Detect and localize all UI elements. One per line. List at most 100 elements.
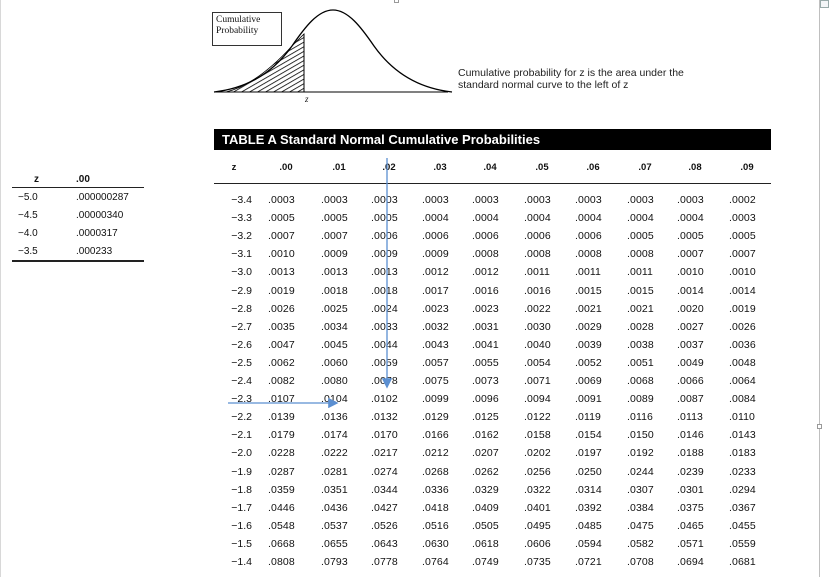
main-table-value-cell: .0003 [371, 194, 398, 206]
main-table-value-cell: .0005 [677, 230, 704, 242]
main-table-z-cell: −2.9 [231, 285, 252, 297]
main-table-value-cell: .0582 [627, 538, 654, 550]
main-table-col-header: .05 [535, 162, 549, 173]
main-table-value-cell: .0004 [677, 212, 704, 224]
main-table-value-cell: .0023 [422, 303, 449, 315]
main-table-value-cell: .0004 [575, 212, 602, 224]
main-table-z-cell: −2.0 [231, 447, 252, 459]
main-table-value-cell: .0158 [524, 429, 551, 441]
main-table-value-cell: .0274 [371, 466, 398, 478]
main-table-value-cell: .0132 [371, 411, 398, 423]
main-table-value-cell: .0162 [472, 429, 499, 441]
main-table-value-cell: .0113 [677, 411, 703, 423]
main-table-value-cell: .0013 [268, 266, 295, 278]
main-table-value-cell: .0475 [627, 520, 654, 532]
main-table-value-cell: .0096 [472, 393, 499, 405]
main-table-value-cell: .0537 [321, 520, 348, 532]
main-table-value-cell: .0008 [472, 248, 499, 260]
main-table-value-cell: .0054 [524, 357, 551, 369]
main-table-value-cell: .0016 [524, 285, 551, 297]
main-table-value-cell: .0006 [575, 230, 602, 242]
small-table-header-z: z [34, 174, 39, 185]
main-table-value-cell: .0033 [371, 321, 398, 333]
main-table-value-cell: .0045 [321, 339, 348, 351]
main-table-value-cell: .0694 [677, 556, 704, 568]
small-table-z-cell: −4.0 [18, 228, 38, 239]
ruler-marker-icon[interactable] [820, 0, 829, 8]
main-table-value-cell: .0192 [627, 447, 654, 459]
small-table-z-cell: −5.0 [18, 192, 38, 203]
small-table-z-cell: −3.5 [18, 246, 38, 257]
main-table-value-cell: .0030 [524, 321, 551, 333]
main-table-value-cell: .0012 [422, 266, 449, 278]
main-table-value-cell: .0029 [575, 321, 602, 333]
main-table-value-cell: .0007 [677, 248, 704, 260]
main-table-value-cell: .0028 [627, 321, 654, 333]
main-table-value-cell: .0495 [524, 520, 551, 532]
main-table-col-header: .09 [740, 162, 754, 173]
main-table-value-cell: .0016 [472, 285, 499, 297]
main-table-value-cell: .0668 [268, 538, 295, 550]
main-table-value-cell: .0066 [677, 375, 704, 387]
main-table-value-cell: .0655 [321, 538, 348, 550]
main-table-value-cell: .0294 [729, 484, 756, 496]
main-table-z-cell: −3.2 [231, 230, 252, 242]
main-table-value-cell: .0011 [524, 266, 550, 278]
main-table-value-cell: .0014 [729, 285, 756, 297]
main-table-value-cell: .0078 [371, 375, 398, 387]
small-table-z-cell: −4.5 [18, 210, 38, 221]
main-table-value-cell: .0031 [472, 321, 499, 333]
main-table-value-cell: .0367 [729, 502, 756, 514]
main-table-z-cell: −1.8 [231, 484, 252, 496]
main-table-value-cell: .0179 [268, 429, 295, 441]
resize-handle-top[interactable] [394, 0, 399, 3]
main-table-value-cell: .0146 [677, 429, 704, 441]
main-table-value-cell: .0071 [524, 375, 551, 387]
main-table-value-cell: .0039 [575, 339, 602, 351]
main-table-z-cell: −2.6 [231, 339, 252, 351]
main-table-value-cell: .0281 [321, 466, 348, 478]
main-table-value-cell: .0015 [575, 285, 602, 297]
main-table-value-cell: .0465 [677, 520, 704, 532]
main-table-value-cell: .0009 [422, 248, 449, 260]
main-table-value-cell: .0075 [422, 375, 449, 387]
main-table-value-cell: .0446 [268, 502, 295, 514]
main-table-value-cell: .0010 [677, 266, 704, 278]
main-table-value-cell: .0023 [472, 303, 499, 315]
resize-handle-right[interactable] [817, 424, 822, 429]
main-table-z-cell: −1.4 [231, 556, 252, 568]
caption-line-1: Cumulative probability for z is the area… [458, 67, 684, 79]
main-table-value-cell: .0082 [268, 375, 295, 387]
main-table-value-cell: .0043 [422, 339, 449, 351]
main-table-value-cell: .0643 [371, 538, 398, 550]
main-table-z-cell: −2.7 [231, 321, 252, 333]
small-table-bottom-rule [12, 260, 144, 262]
main-table-value-cell: .0129 [422, 411, 449, 423]
main-table-value-cell: .0409 [472, 502, 499, 514]
main-table-col-header: .03 [433, 162, 447, 173]
main-table-value-cell: .0322 [524, 484, 551, 496]
main-table-value-cell: .0427 [371, 502, 398, 514]
main-table-col-header: .04 [483, 162, 497, 173]
main-table-header-z: z [231, 162, 237, 173]
main-table-value-cell: .0044 [371, 339, 398, 351]
main-table-value-cell: .0062 [268, 357, 295, 369]
main-table-value-cell: .0217 [371, 447, 398, 459]
main-table-value-cell: .0091 [575, 393, 602, 405]
main-table-value-cell: .0020 [677, 303, 704, 315]
main-table-value-cell: .0116 [627, 411, 653, 423]
main-table-value-cell: .0143 [729, 429, 756, 441]
main-table-header-rule [214, 183, 771, 184]
small-table-value-cell: .00000340 [76, 210, 124, 221]
main-table-value-cell: .0041 [472, 339, 499, 351]
main-table-value-cell: .0014 [677, 285, 704, 297]
main-table-value-cell: .0778 [371, 556, 398, 568]
z-axis-label: z [305, 94, 309, 104]
small-table-value-cell: .000000287 [76, 192, 129, 203]
curve-caption: Cumulative probability for z is the area… [458, 67, 728, 91]
main-table-value-cell: .0125 [472, 411, 499, 423]
main-table-value-cell: .0021 [575, 303, 602, 315]
main-table-value-cell: .0099 [422, 393, 449, 405]
main-table-value-cell: .0307 [627, 484, 654, 496]
main-table-z-cell: −3.0 [231, 266, 252, 278]
